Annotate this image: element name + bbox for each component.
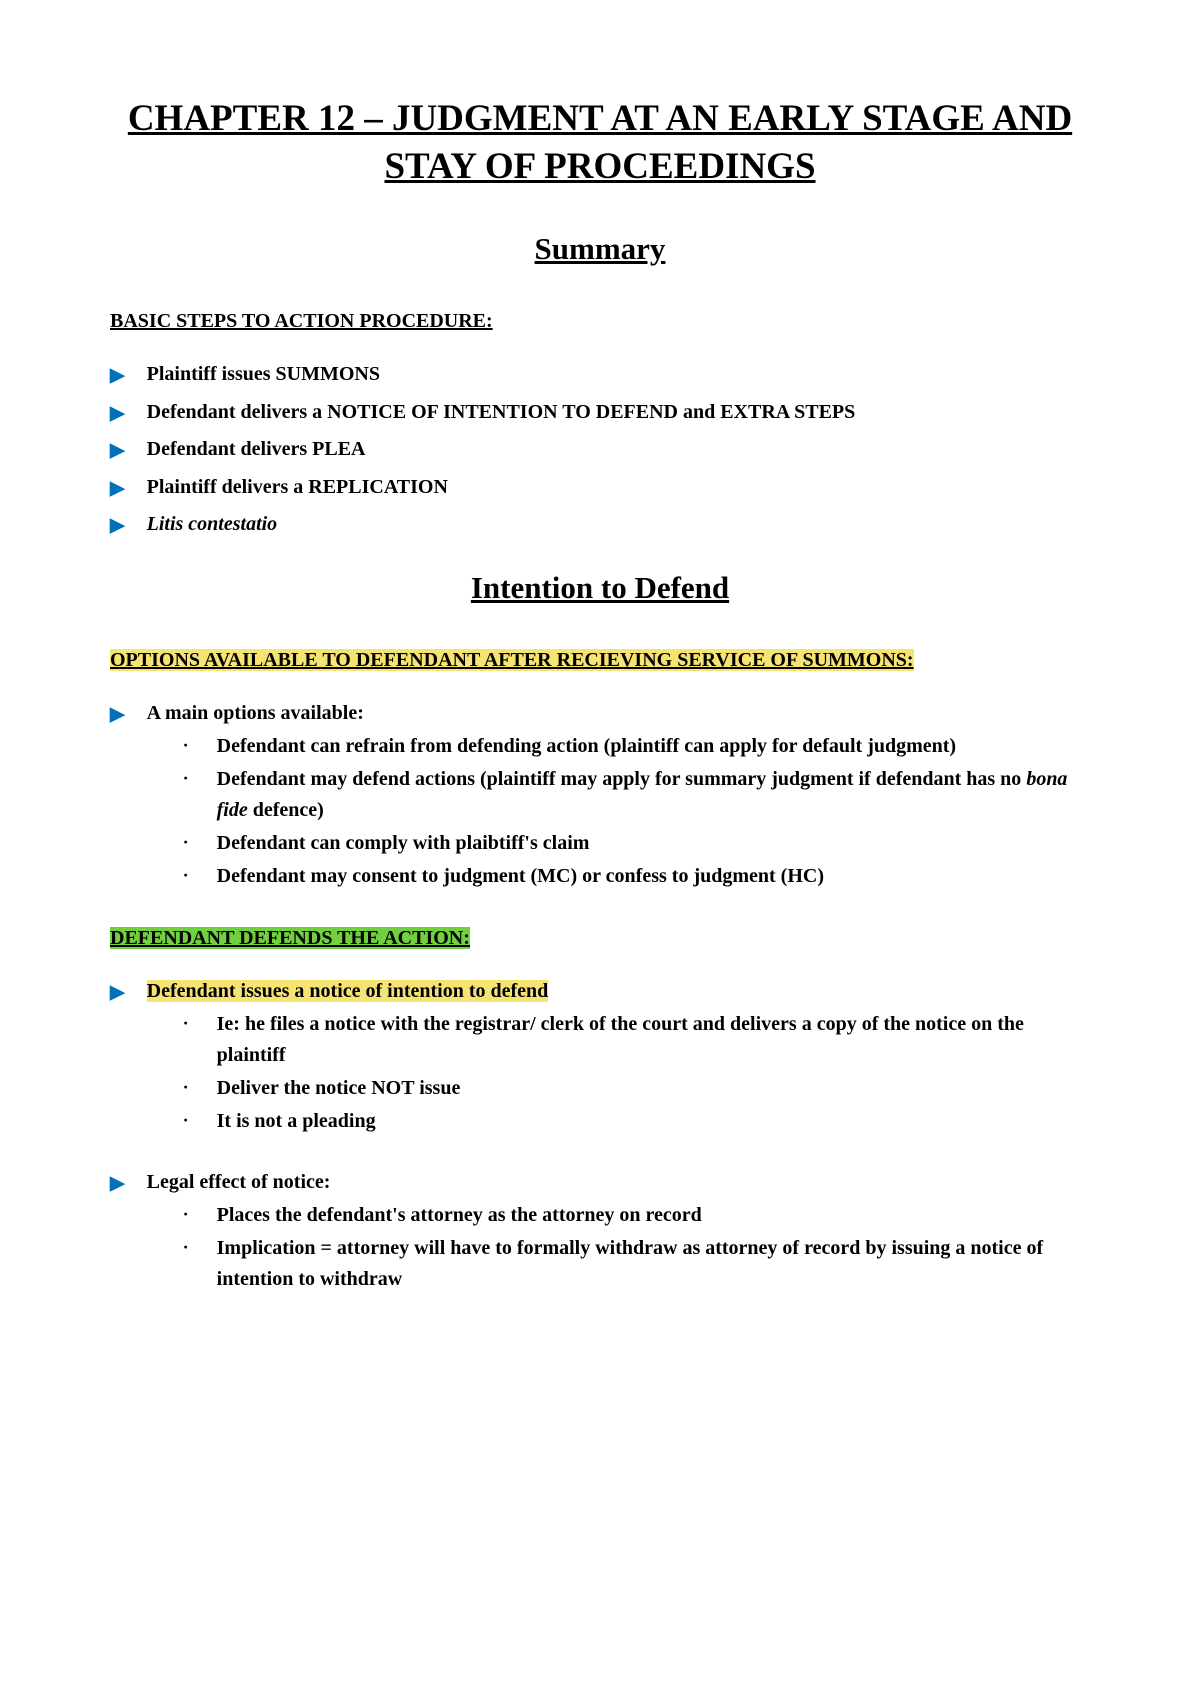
- list-item: ▶ Litis contestatio: [110, 509, 1090, 540]
- dot-icon: ·: [183, 1074, 189, 1102]
- sub-item: · Ie: he files a notice with the registr…: [183, 1009, 1090, 1071]
- sub-text-a: Defendant may defend actions (plaintiff …: [217, 768, 1027, 790]
- highlighted-header-text: DEFENDANT DEFENDS THE ACTION:: [110, 927, 470, 949]
- sub-text: Defendant can comply with plaibtiff's cl…: [217, 828, 1090, 859]
- list-item: ▶ Defendant delivers PLEA: [110, 434, 1090, 465]
- arrow-icon: ▶: [110, 700, 125, 729]
- sub-text: Defendant may defend actions (plaintiff …: [217, 764, 1090, 826]
- sub-item: · Places the defendant's attorney as the…: [183, 1200, 1090, 1231]
- arrow-icon: ▶: [110, 436, 125, 465]
- options-list: ▶ A main options available: · Defendant …: [110, 698, 1090, 894]
- sub-text: It is not a pleading: [217, 1106, 1090, 1137]
- main-options-label: A main options available:: [147, 702, 364, 724]
- options-header: OPTIONS AVAILABLE TO DEFENDANT AFTER REC…: [110, 644, 1090, 676]
- legal-effect-label: Legal effect of notice:: [147, 1171, 331, 1193]
- sub-item: · Defendant can comply with plaibtiff's …: [183, 828, 1090, 859]
- dot-icon: ·: [183, 1201, 189, 1229]
- sub-item: · Defendant may defend actions (plaintif…: [183, 764, 1090, 826]
- list-item: ▶ Plaintiff delivers a REPLICATION: [110, 472, 1090, 503]
- option-wrapper: A main options available: · Defendant ca…: [147, 698, 1090, 894]
- list-item: ▶ Legal effect of notice: · Places the d…: [110, 1167, 1090, 1297]
- arrow-icon: ▶: [110, 1169, 125, 1198]
- sub-item: · Defendant can refrain from defending a…: [183, 731, 1090, 762]
- basic-steps-list: ▶ Plaintiff issues SUMMONS ▶ Defendant d…: [110, 359, 1090, 540]
- sub-item: · It is not a pleading: [183, 1106, 1090, 1137]
- step-text: Defendant delivers PLEA: [147, 434, 1090, 465]
- basic-steps-header: BASIC STEPS TO ACTION PROCEDURE:: [110, 305, 1090, 337]
- arrow-icon: ▶: [110, 474, 125, 503]
- sub-text: Deliver the notice NOT issue: [217, 1073, 1090, 1104]
- sub-item: · Defendant may consent to judgment (MC)…: [183, 861, 1090, 892]
- sub-text: Ie: he files a notice with the registrar…: [217, 1009, 1090, 1071]
- list-item: ▶ A main options available: · Defendant …: [110, 698, 1090, 894]
- notice-sub-list: · Ie: he files a notice with the registr…: [183, 1009, 1090, 1137]
- arrow-icon: ▶: [110, 978, 125, 1007]
- legal-effect-list: ▶ Legal effect of notice: · Places the d…: [110, 1167, 1090, 1297]
- step-text: Defendant delivers a NOTICE OF INTENTION…: [147, 397, 1090, 428]
- sub-text-c: defence): [248, 799, 324, 821]
- dot-icon: ·: [183, 1010, 189, 1038]
- highlighted-header-text: OPTIONS AVAILABLE TO DEFENDANT AFTER REC…: [110, 649, 914, 671]
- dot-icon: ·: [183, 1107, 189, 1135]
- dot-icon: ·: [183, 1234, 189, 1262]
- arrow-icon: ▶: [110, 399, 125, 428]
- list-item: ▶ Defendant issues a notice of intention…: [110, 976, 1090, 1139]
- chapter-title: CHAPTER 12 – JUDGMENT AT AN EARLY STAGE …: [110, 95, 1090, 191]
- dot-icon: ·: [183, 862, 189, 890]
- legal-wrapper: Legal effect of notice: · Places the def…: [147, 1167, 1090, 1297]
- sub-text: Defendant may consent to judgment (MC) o…: [217, 861, 1090, 892]
- step-text-italic: Litis contestatio: [147, 509, 1090, 540]
- arrow-icon: ▶: [110, 361, 125, 390]
- sub-item: · Implication = attorney will have to fo…: [183, 1233, 1090, 1295]
- step-text: Plaintiff delivers a REPLICATION: [147, 472, 1090, 503]
- defends-header: DEFENDANT DEFENDS THE ACTION:: [110, 922, 1090, 954]
- sub-options-list: · Defendant can refrain from defending a…: [183, 731, 1090, 892]
- notice-wrapper: Defendant issues a notice of intention t…: [147, 976, 1090, 1139]
- sub-text: Places the defendant's attorney as the a…: [217, 1200, 1090, 1231]
- defends-list: ▶ Defendant issues a notice of intention…: [110, 976, 1090, 1139]
- arrow-icon: ▶: [110, 511, 125, 540]
- sub-text: Implication = attorney will have to form…: [217, 1233, 1090, 1295]
- dot-icon: ·: [183, 765, 189, 793]
- intention-heading: Intention to Defend: [110, 570, 1090, 606]
- dot-icon: ·: [183, 829, 189, 857]
- list-item: ▶ Plaintiff issues SUMMONS: [110, 359, 1090, 390]
- list-item: ▶ Defendant delivers a NOTICE OF INTENTI…: [110, 397, 1090, 428]
- step-text: Plaintiff issues SUMMONS: [147, 359, 1090, 390]
- sub-text: Defendant can refrain from defending act…: [217, 731, 1090, 762]
- dot-icon: ·: [183, 732, 189, 760]
- summary-heading: Summary: [110, 231, 1090, 267]
- sub-item: · Deliver the notice NOT issue: [183, 1073, 1090, 1104]
- notice-label: Defendant issues a notice of intention t…: [147, 980, 549, 1002]
- legal-sub-list: · Places the defendant's attorney as the…: [183, 1200, 1090, 1295]
